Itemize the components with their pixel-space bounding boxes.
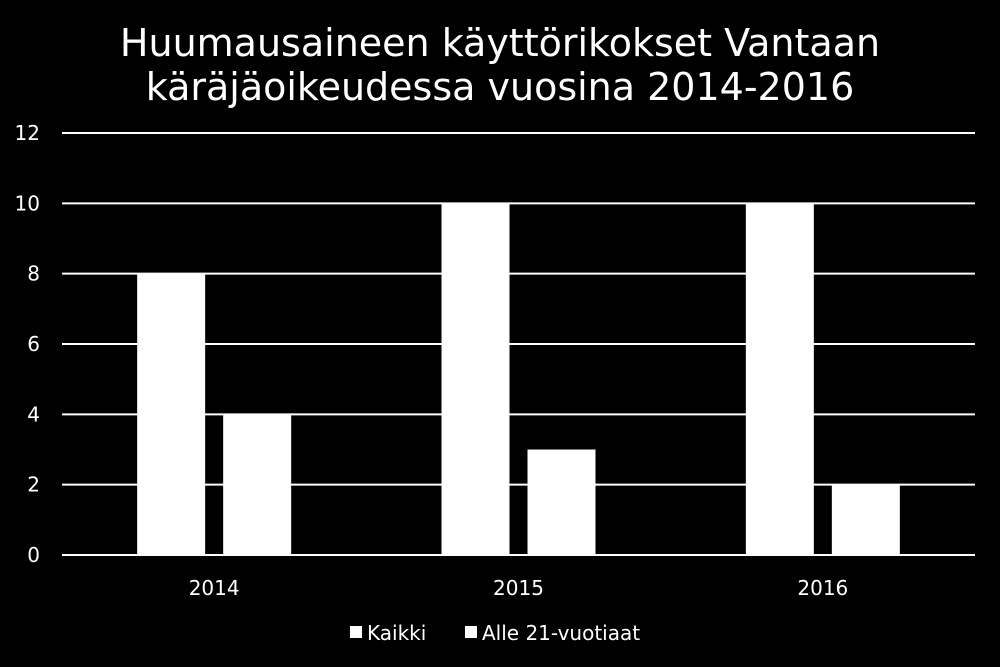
y-tick-label: 0	[27, 543, 40, 567]
legend: Kaikki Alle 21-vuotiaat	[350, 621, 640, 645]
bar-alle-21-2015	[527, 449, 596, 555]
x-tick-label: 2014	[189, 576, 240, 600]
chart-title-line-1: Huumausaineen käyttörikokset Vantaan	[120, 21, 880, 65]
chart-title: Huumausaineen käyttörikokset Vantaan kär…	[120, 21, 880, 109]
legend-label-alle-21: Alle 21-vuotiaat	[482, 621, 640, 645]
x-tick-label: 2015	[493, 576, 544, 600]
y-tick-label: 6	[27, 332, 40, 356]
legend-label-kaikki: Kaikki	[367, 621, 426, 645]
chart-title-line-2: käräjäoikeudessa vuosina 2014-2016	[146, 65, 855, 109]
x-tick-label: 2016	[797, 576, 848, 600]
x-axis-tick-labels: 2014 2015 2016	[189, 576, 849, 600]
y-tick-label: 2	[27, 473, 40, 497]
y-axis-tick-labels: 0 2 4 6 8 10 12	[15, 121, 40, 567]
y-tick-label: 12	[15, 121, 40, 145]
bar-kaikki-2015	[441, 203, 510, 556]
y-tick-label: 8	[27, 262, 40, 286]
bar-alle-21-2014	[223, 414, 292, 555]
bar-kaikki-2014	[137, 273, 206, 555]
bars	[137, 203, 900, 556]
gridlines	[62, 132, 975, 556]
bar-alle-21-2016	[831, 484, 900, 555]
legend-swatch-kaikki	[350, 626, 362, 638]
y-tick-label: 10	[15, 191, 40, 215]
y-tick-label: 4	[27, 402, 40, 426]
legend-swatch-alle-21	[465, 626, 477, 638]
bar-kaikki-2016	[745, 203, 814, 556]
